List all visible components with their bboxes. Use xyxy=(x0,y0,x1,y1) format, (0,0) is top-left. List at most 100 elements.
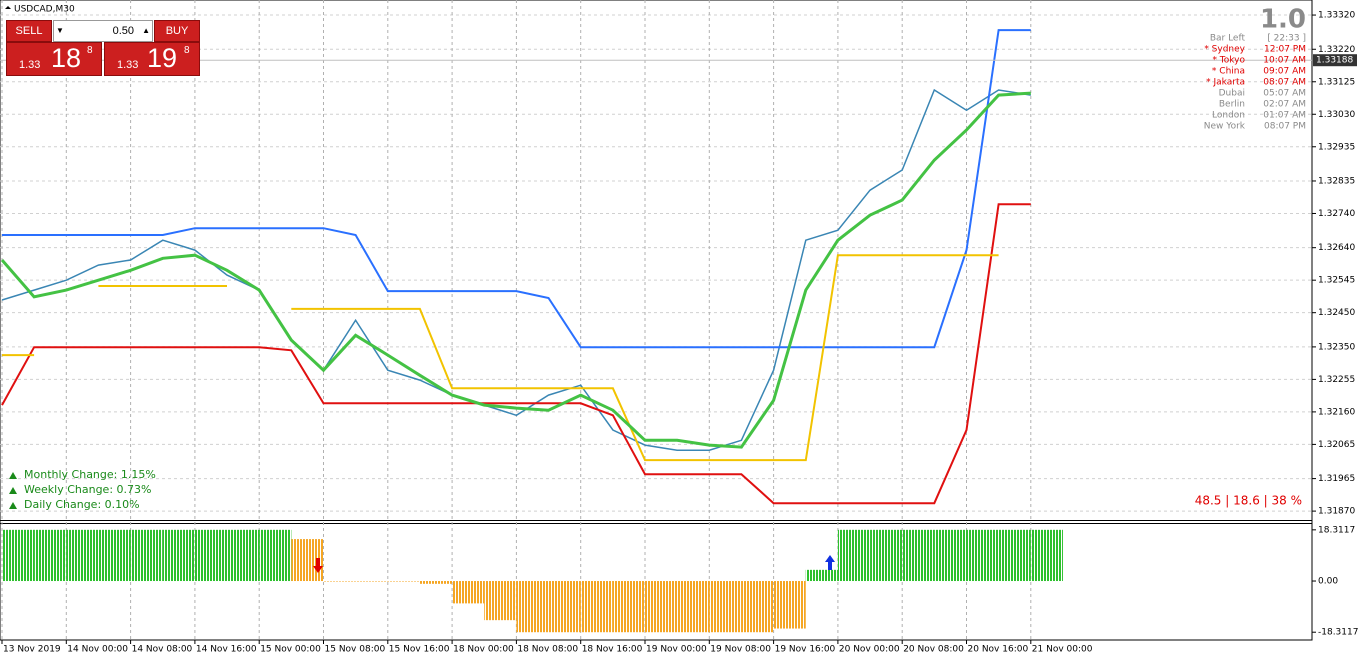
city-name: * Sydney xyxy=(1204,45,1245,55)
city-name: * Tokyo xyxy=(1212,56,1245,66)
histogram-bar xyxy=(548,581,581,633)
bid-price[interactable]: 1.33 18 8 xyxy=(6,42,102,76)
city-name: New York xyxy=(1204,122,1246,132)
change-text: Monthly Change: 1.15% xyxy=(24,468,156,481)
x-tick-label: 18 Nov 08:00 xyxy=(517,645,578,655)
y-tick-label: 0.00 xyxy=(1318,577,1338,587)
histogram-bar xyxy=(484,581,517,621)
y-tick-label: 1.33220 xyxy=(1318,45,1355,55)
up-triangle xyxy=(9,502,17,509)
bid-big: 1.33 xyxy=(19,59,41,71)
histogram-bar xyxy=(580,581,613,633)
y-tick-label: 1.32835 xyxy=(1318,176,1355,186)
y-tick-label: 1.32640 xyxy=(1318,243,1355,253)
lot-up[interactable]: ▲ xyxy=(142,26,150,35)
y-tick-label: 1.33030 xyxy=(1318,110,1355,120)
histogram-bar xyxy=(516,581,549,633)
trade-panel: SELL ▼ 0.50 ▲ BUY 1.33 18 8 1.33 19 8 xyxy=(6,20,200,76)
city-name: * Jakarta xyxy=(1206,78,1245,88)
spread: 1.0 xyxy=(1260,5,1306,35)
histogram-bar xyxy=(837,529,871,582)
x-tick-label: 14 Nov 08:00 xyxy=(132,645,193,655)
histogram-bar xyxy=(162,529,195,582)
histogram-bar xyxy=(870,529,903,582)
x-tick-label: 18 Nov 00:00 xyxy=(453,645,514,655)
series-line xyxy=(1,88,1031,451)
change-text: Daily Change: 0.10% xyxy=(24,498,140,511)
series-line xyxy=(0,91,1031,449)
histogram-bar xyxy=(966,529,999,582)
bid-pips: 18 xyxy=(51,43,82,73)
y-tick-label: 1.32350 xyxy=(1318,342,1355,352)
city-time: 10:07 AM xyxy=(1263,56,1306,66)
x-tick-label: 15 Nov 00:00 xyxy=(260,645,321,655)
y-tick-label: 1.32935 xyxy=(1318,142,1355,152)
histogram-bar xyxy=(773,581,806,629)
histogram-bar xyxy=(194,529,228,582)
histogram-bar xyxy=(66,529,99,582)
ask-pips: 19 xyxy=(147,43,178,73)
y-tick-label: -18.3117 xyxy=(1318,628,1358,638)
city-time: 08:07 AM xyxy=(1263,78,1306,88)
ask-big: 1.33 xyxy=(117,59,139,71)
histogram-bar xyxy=(612,581,645,633)
x-tick-label: 15 Nov 16:00 xyxy=(389,645,450,655)
y-tick-label: 1.31870 xyxy=(1318,507,1355,517)
city-time: 05:07 AM xyxy=(1263,89,1306,99)
collapse-icon xyxy=(5,6,11,9)
ask-frac: 8 xyxy=(184,45,190,56)
city-time: 02:07 AM xyxy=(1263,100,1306,110)
bar-left-time: [ 22:33 ] xyxy=(1267,34,1306,44)
histogram-bar xyxy=(934,529,967,582)
city-name: Berlin xyxy=(1219,100,1245,110)
x-tick-label: 13 Nov 2019 xyxy=(3,645,61,655)
histogram-bar xyxy=(902,529,935,582)
bar-left-label: Bar Left xyxy=(1210,34,1246,44)
up-triangle xyxy=(9,487,17,494)
histogram-bar xyxy=(709,581,742,633)
sell-arrow xyxy=(313,558,323,573)
x-tick-label: 19 Nov 08:00 xyxy=(710,645,771,655)
series-line xyxy=(2,29,1031,349)
y-tick-label: 1.33320 xyxy=(1318,11,1355,21)
histogram-bar xyxy=(387,581,420,582)
histogram-bar xyxy=(2,529,35,582)
chart-title: USDCAD,M30 xyxy=(14,5,75,15)
lot-down[interactable]: ▼ xyxy=(56,26,64,35)
y-tick-label: 1.32450 xyxy=(1318,308,1355,318)
x-tick-label: 20 Nov 16:00 xyxy=(968,645,1029,655)
ask-price[interactable]: 1.33 19 8 xyxy=(104,42,200,76)
lot-input[interactable]: ▼ 0.50 ▲ xyxy=(53,20,153,42)
city-time: 08:07 PM xyxy=(1264,122,1306,132)
x-tick-label: 21 Nov 00:00 xyxy=(1032,645,1093,655)
x-tick-label: 18 Nov 16:00 xyxy=(582,645,643,655)
up-triangle xyxy=(9,472,17,479)
x-tick-label: 20 Nov 00:00 xyxy=(839,645,900,655)
histogram-bar xyxy=(355,581,388,582)
histogram-bar xyxy=(130,529,163,582)
x-tick-label: 14 Nov 00:00 xyxy=(67,645,128,655)
city-time: 09:07 AM xyxy=(1263,67,1306,77)
changes-box: Monthly Change: 1.15% Weekly Change: 0.7… xyxy=(9,468,156,511)
y-tick-label: 1.33125 xyxy=(1318,77,1355,87)
sell-button[interactable]: SELL xyxy=(6,20,52,42)
city-time: 01:07 AM xyxy=(1263,111,1306,121)
histogram-bar xyxy=(34,529,67,582)
buy-arrow xyxy=(825,555,835,570)
y-tick-label: 1.32065 xyxy=(1318,440,1355,450)
x-tick-label: 20 Nov 08:00 xyxy=(903,645,964,655)
x-tick-label: 19 Nov 16:00 xyxy=(775,645,836,655)
histogram-bar xyxy=(805,569,838,582)
lot-value: 0.50 xyxy=(112,25,134,37)
histogram-bar xyxy=(677,581,710,633)
x-tick-label: 14 Nov 16:00 xyxy=(196,645,257,655)
city-time: 12:07 PM xyxy=(1264,45,1306,55)
city-name: London xyxy=(1212,111,1245,121)
histogram-bar xyxy=(323,581,356,582)
y-tick-label: 1.32545 xyxy=(1318,276,1355,286)
series-line xyxy=(1,203,1031,505)
bid-frac: 8 xyxy=(87,45,93,56)
buy-button[interactable]: BUY xyxy=(154,20,200,42)
